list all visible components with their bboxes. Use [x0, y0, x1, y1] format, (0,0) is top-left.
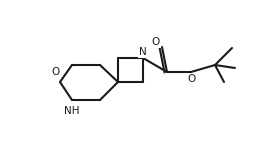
Text: O: O — [51, 67, 59, 77]
Text: O: O — [152, 37, 160, 47]
Text: O: O — [187, 74, 195, 84]
Text: NH: NH — [64, 106, 80, 116]
Text: N: N — [139, 47, 147, 57]
